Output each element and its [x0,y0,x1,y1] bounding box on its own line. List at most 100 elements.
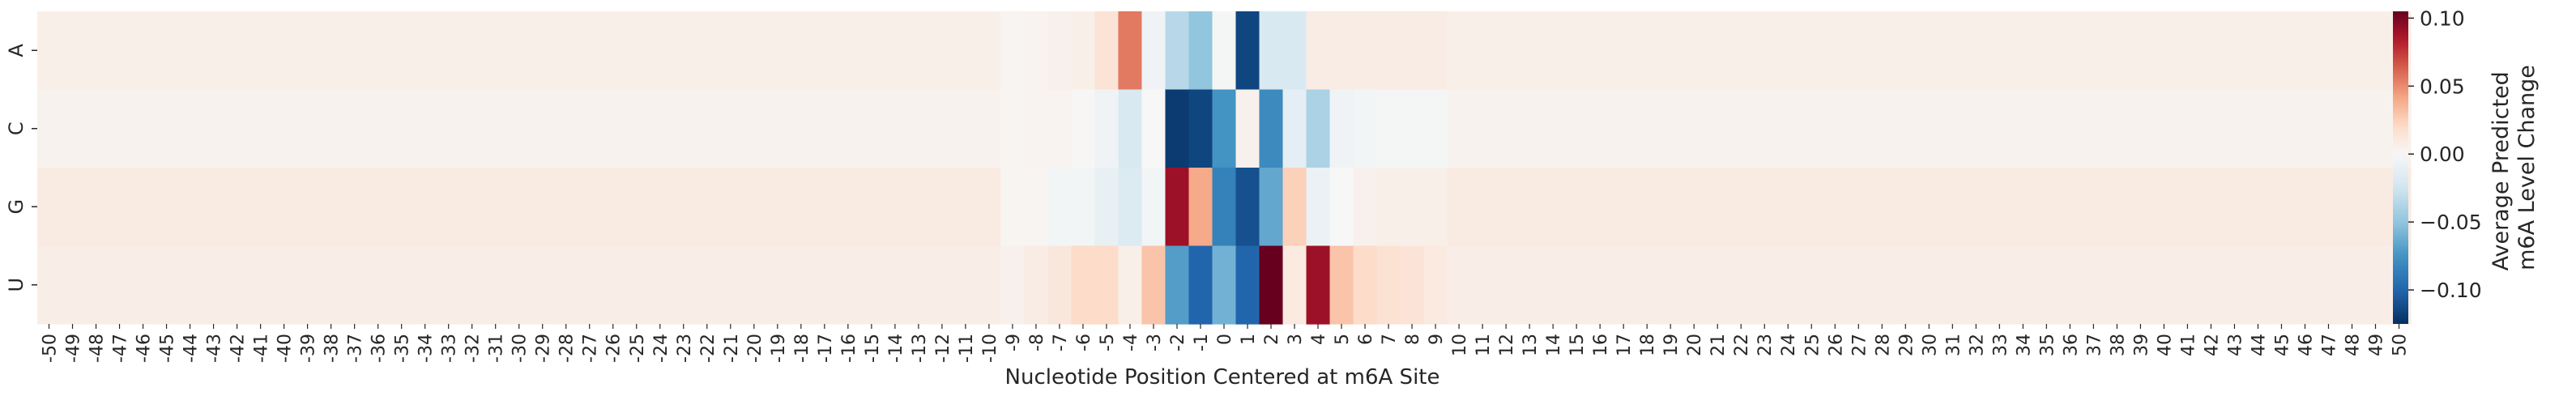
heatmap-cell [1329,168,1354,247]
heatmap-cell [625,11,649,91]
x-tick-label: 44 [2249,334,2269,356]
heatmap-cell [2316,89,2341,168]
heatmap-cell [1306,89,1331,168]
heatmap-cell [1470,168,1495,247]
heatmap-cell [131,11,156,91]
heatmap-cell [1776,11,1801,91]
heatmap-cell [296,168,320,247]
heatmap-cell [1517,168,1542,247]
heatmap-cell [390,89,414,168]
heatmap-cell [2175,11,2200,91]
heatmap-cell [1917,168,1942,247]
heatmap-cell [1541,11,1566,91]
heatmap-cell [484,89,508,168]
heatmap-cell [1846,245,1871,325]
heatmap-cells [37,11,2412,325]
heatmap-cell [178,168,203,247]
heatmap-cell [108,245,132,325]
heatmap-cell [766,11,790,91]
heatmap-cell [2222,168,2247,247]
heatmap-cell [319,11,343,91]
row-label: G [5,199,28,215]
x-tick-label: 43 [2225,334,2245,356]
heatmap-cell [460,11,484,91]
heatmap-cell [1000,89,1026,168]
heatmap-cell [343,245,367,325]
heatmap-cell [1212,11,1237,91]
heatmap-cell [2175,168,2200,247]
heatmap-cell [883,168,907,247]
heatmap-cell [836,11,860,91]
heatmap-cell [2034,245,2059,325]
heatmap-cell [272,89,296,168]
heatmap-cell [155,11,179,91]
heatmap-cell [2245,11,2271,91]
colorbar-tick-label: 0.05 [2420,75,2465,98]
heatmap-cell [883,89,907,168]
heatmap-cell [108,168,132,247]
heatmap-cell [2105,168,2130,247]
x-tick-label: 27 [1849,334,1870,356]
heatmap-cell [1071,11,1096,91]
heatmap-cell [272,11,296,91]
heatmap-cell [2363,168,2388,247]
heatmap-cell [2339,89,2365,168]
heatmap-cell [1682,11,1707,91]
heatmap-cell [578,89,602,168]
heatmap-cell [836,245,860,325]
heatmap-cell [1541,89,1566,168]
heatmap-cell [413,245,437,325]
x-tick-label: 15 [1567,334,1588,356]
heatmap-cell [1400,168,1425,247]
heatmap-cell [1047,168,1073,247]
x-tick-label: -45 [158,334,178,363]
heatmap-cell [1494,245,1519,325]
heatmap-cell [1541,168,1566,247]
heatmap-cell [2292,245,2318,325]
x-tick-label: 23 [1755,334,1776,356]
heatmap-cell [1541,245,1566,325]
x-tick-label: -50 [41,334,61,363]
heatmap-cell [977,245,1002,325]
heatmap-cell [1494,89,1519,168]
x-tick-label: 33 [1990,334,2011,356]
x-tick-label: 41 [2178,334,2199,356]
heatmap-cell [1494,11,1519,91]
heatmap-cell [812,168,837,247]
heatmap-cell [578,168,602,247]
heatmap-cell [1682,245,1707,325]
heatmap-cell [1141,245,1166,325]
heatmap-cell [1376,11,1401,91]
x-tick-label: 38 [2108,334,2128,356]
heatmap-cell [672,11,696,91]
heatmap-cell [695,11,719,91]
heatmap-cell [507,89,531,168]
heatmap-cell [225,168,249,247]
x-tick-label: -35 [393,334,413,363]
heatmap-cell [859,245,884,325]
heatmap-cell [507,245,531,325]
heatmap-cell [1165,89,1190,168]
heatmap-cell [1658,89,1683,168]
heatmap-cell [37,11,62,91]
heatmap-cell [1212,168,1237,247]
x-tick-label: 42 [2202,334,2222,356]
heatmap-cell [1658,11,1683,91]
heatmap-cell [1752,245,1777,325]
heatmap-cell [2316,245,2341,325]
heatmap-cell [1376,245,1401,325]
heatmap-cell [1917,11,1942,91]
x-tick-label: -5 [1098,334,1118,351]
heatmap-cell [906,89,931,168]
heatmap-cell [1776,89,1801,168]
heatmap-cell [1940,11,1965,91]
heatmap-cell [61,245,85,325]
heatmap-cell [1329,89,1354,168]
x-tick-label: 19 [1661,334,1682,356]
x-tick-label: 34 [2014,334,2034,356]
heatmap-cell [2058,11,2083,91]
x-tick-label: -40 [275,334,296,363]
heatmap-cell [437,11,461,91]
heatmap-cell [2152,89,2177,168]
